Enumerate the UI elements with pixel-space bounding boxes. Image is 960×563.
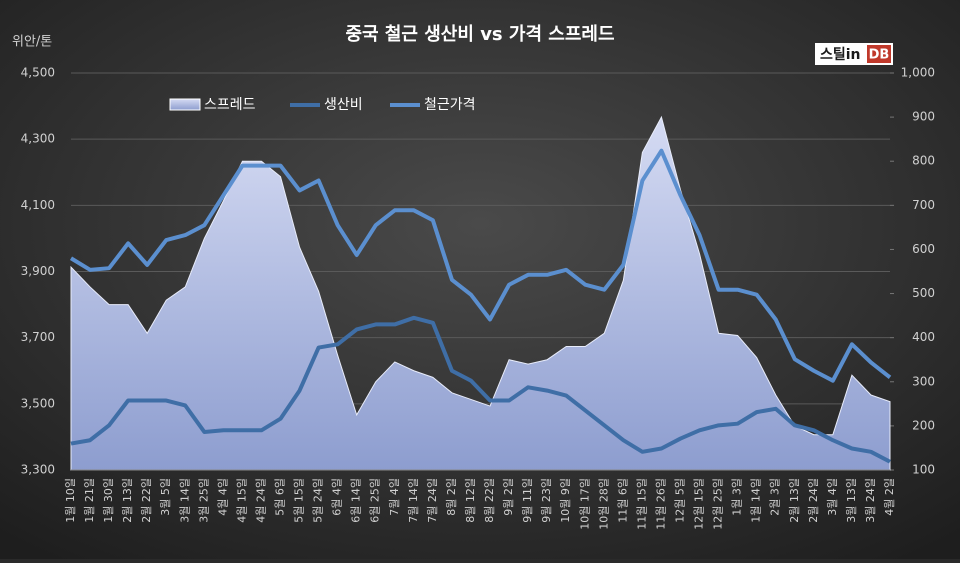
legend-label: 생산비: [324, 97, 363, 113]
x-tick-label: 7월 4일: [387, 478, 401, 516]
y-tick-label: 4,300: [21, 132, 55, 146]
x-tick-label: 12월 15일: [692, 478, 706, 530]
x-tick-label: 10월 9일: [558, 478, 572, 523]
logo-mark: [867, 45, 891, 63]
x-tick-label: 1월 10일: [63, 478, 77, 523]
y-tick-label: 3,300: [21, 463, 55, 477]
x-tick-label: 4월 2일: [882, 478, 896, 516]
x-tick-label: 11월 15일: [634, 478, 648, 530]
y2-tick-label: 700: [912, 198, 935, 212]
x-tick-label: 12월 25일: [711, 478, 725, 530]
x-tick-label: 3월 14일: [177, 478, 191, 523]
x-tick-label: 8월 12일: [463, 478, 477, 523]
y2-tick-label: 1,000: [901, 66, 935, 80]
y2-tick-label: 400: [912, 330, 935, 344]
x-tick-label: 10월 17일: [577, 478, 591, 530]
x-tick-label: 3월 4일: [825, 478, 839, 516]
legend-label: 철근가격: [424, 97, 476, 113]
x-tick-label: 10월 28일: [596, 478, 610, 530]
x-tick-label: 2월 13일: [787, 478, 801, 523]
x-tick-label: 8월 2일: [444, 478, 458, 516]
x-tick-label: 6월 4일: [330, 478, 344, 516]
x-tick-label: 3월 24일: [863, 478, 877, 523]
logo-text: 스틸in: [820, 47, 861, 63]
x-tick-label: 9월 11일: [520, 478, 534, 523]
x-tick-label: 8월 22일: [482, 478, 496, 523]
chart-title: 중국 철근 생산비 vs 가격 스프레드: [345, 24, 614, 45]
x-tick-label: 1월 3일: [730, 478, 744, 516]
y-tick-label: 3,500: [21, 396, 55, 410]
x-tick-label: 2월 13일: [120, 478, 134, 523]
x-tick-label: 6월 14일: [349, 478, 363, 523]
x-tick-label: 2월 3일: [768, 478, 782, 516]
x-tick-label: 5월 6일: [273, 478, 287, 516]
x-tick-label: 6월 25일: [368, 478, 382, 523]
y-tick-label: 4,500: [21, 66, 55, 80]
series-line: [70, 315, 891, 464]
legend-swatch: [169, 98, 201, 111]
x-tick-label: 11월 6일: [615, 478, 629, 523]
x-tick-label: 2월 22일: [139, 478, 153, 523]
x-tick-label: 1월 21일: [82, 478, 96, 523]
x-tick-label: 9월 23일: [539, 478, 553, 523]
y2-tick-label: 600: [912, 242, 935, 256]
y2-tick-label: 900: [912, 110, 935, 124]
x-tick-label: 1월 14일: [749, 478, 763, 523]
x-tick-label: 4월 4일: [215, 478, 229, 516]
x-tick-label: 3월 5일: [158, 478, 172, 516]
y-tick-label: 3,700: [21, 330, 55, 344]
x-tick-label: 5월 24일: [311, 478, 325, 523]
x-tick-label: 7월 24일: [425, 478, 439, 523]
x-tick-label: 3월 25일: [196, 478, 210, 523]
x-tick-label: 7월 14일: [406, 478, 420, 523]
x-tick-label: 4월 15일: [234, 478, 248, 523]
x-tick-label: 3월 13일: [844, 478, 858, 523]
x-tick-label: 2월 24일: [806, 478, 820, 523]
x-tick-label: 5월 15일: [292, 478, 306, 523]
y2-tick-label: 300: [912, 374, 935, 388]
y2-tick-label: 100: [912, 463, 935, 477]
x-tick-label: 11월 26일: [653, 478, 667, 530]
x-tick-label: 9월 2일: [501, 478, 515, 516]
x-tick-label: 1월 30일: [101, 478, 115, 523]
y-tick-label: 3,900: [21, 264, 55, 278]
y2-tick-label: 500: [912, 286, 935, 300]
x-tick-label: 4월 24일: [253, 478, 267, 523]
legend-label: 스프레드: [204, 97, 256, 113]
y2-tick-label: 200: [912, 418, 935, 432]
y-tick-label: 4,100: [21, 198, 55, 212]
logo-text: DB: [869, 48, 890, 63]
x-tick-label: 12월 5일: [672, 478, 686, 523]
y-axis-label: 위안/톤: [12, 35, 52, 50]
y2-tick-label: 800: [912, 154, 935, 168]
series-line: [69, 148, 892, 383]
